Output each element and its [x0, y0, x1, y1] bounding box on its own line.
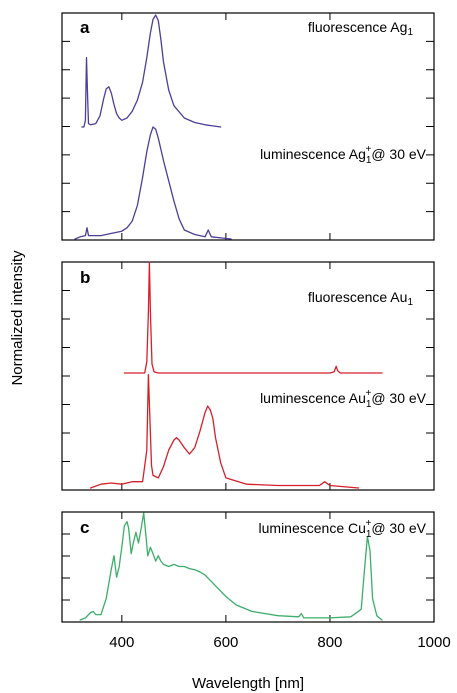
legend-luminescence-cu1-plus: luminescence Cu1+@ 30 eV [259, 518, 427, 540]
x-tick-label-400: 400 [109, 634, 134, 651]
x-axis-label: Wavelength [nm] [192, 675, 304, 692]
panel-c-frame [61, 511, 435, 623]
panel-a: a fluorescence Ag1 luminescence Ag1+@ 30… [61, 12, 435, 241]
legend-luminescence-au1-plus: luminescence Au1+@ 30 eV [260, 388, 427, 410]
legend-fluorescence-au1: fluorescence Au1 [308, 289, 414, 308]
series-luminescence-ag1-plus-line [74, 126, 232, 240]
x-tick-label-800: 800 [317, 634, 342, 651]
series-luminescence-au1-plus-line [89, 373, 360, 489]
series-luminescence-cu1-plus-line [79, 512, 383, 621]
panel-a-ticks [62, 13, 434, 240]
panel-a-frame [61, 12, 435, 241]
x-tick-label-1000: 1000 [417, 634, 450, 651]
legend-luminescence-ag1-plus: luminescence Ag1+@ 30 eV [260, 144, 427, 166]
panel-b-letter: b [80, 268, 90, 287]
y-axis-label: Normalized intensity [9, 250, 26, 386]
panel-c: c luminescence Cu1+@ 30 eV [61, 511, 435, 623]
panel-b: b fluorescence Au1 luminescence Au1+@ 30… [61, 261, 435, 491]
panel-a-letter: a [80, 18, 90, 37]
x-tick-labels: 400 600 800 1000 [109, 634, 450, 651]
series-fluorescence-au1-line [123, 261, 383, 374]
panel-b-ticks [62, 262, 434, 490]
x-tick-label-600: 600 [213, 634, 238, 651]
panel-c-letter: c [80, 518, 89, 537]
series-fluorescence-ag1-line [81, 14, 222, 128]
legend-fluorescence-ag1: fluorescence Ag1 [308, 19, 414, 38]
